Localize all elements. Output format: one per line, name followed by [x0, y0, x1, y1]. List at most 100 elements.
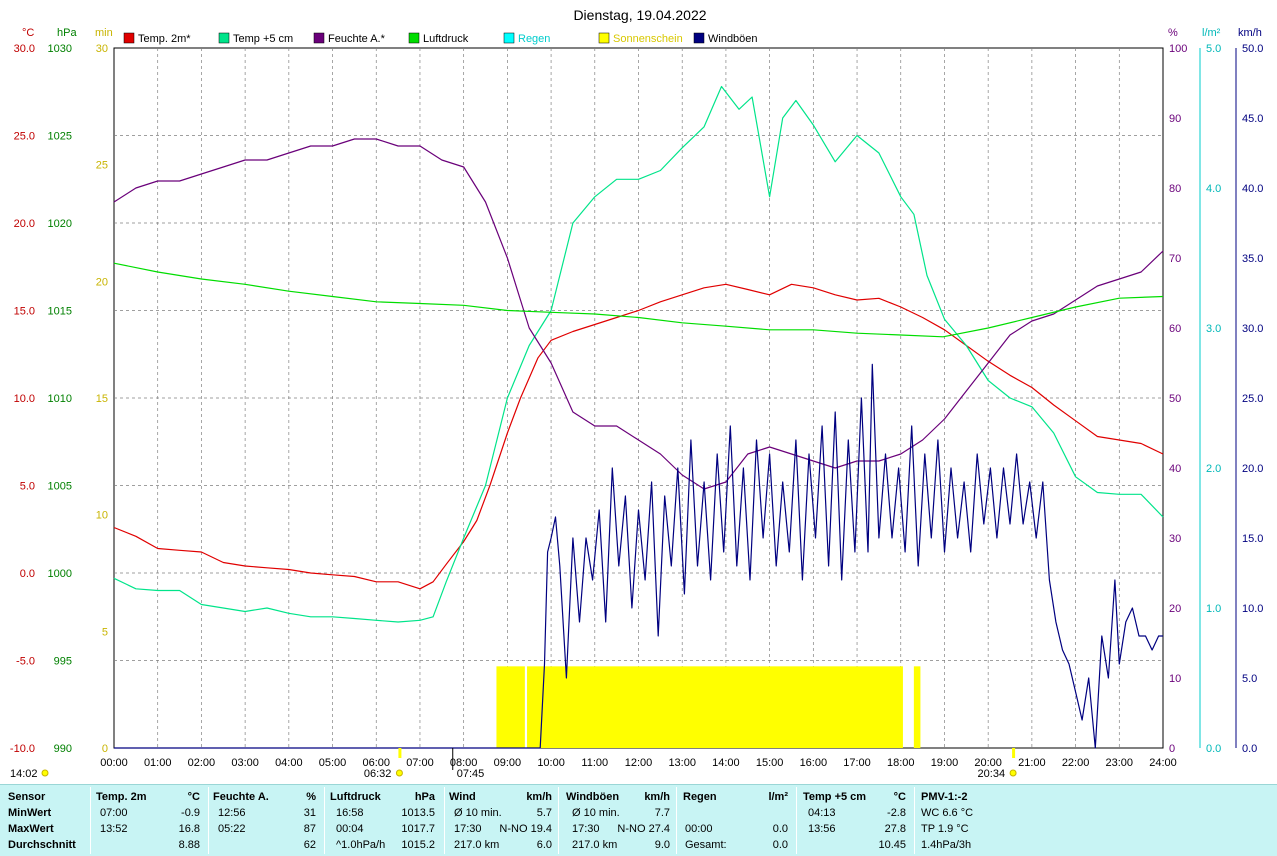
- x-tick-label: 09:00: [494, 757, 522, 769]
- axis-tick-rain: 1.0: [1206, 603, 1221, 615]
- axis-tick-sun: 0: [102, 743, 108, 755]
- axis-tick-humidity: 80: [1169, 183, 1181, 195]
- row-label: MaxWert: [8, 823, 54, 835]
- rain-label: 00:00: [685, 823, 713, 835]
- axis-tick-pressure: 1010: [48, 393, 72, 405]
- axis-tick-rain: 3.0: [1206, 323, 1221, 335]
- label-sunset: 20:34: [978, 768, 1006, 780]
- x-tick-label: 04:00: [275, 757, 303, 769]
- marker-bar: [1012, 748, 1016, 758]
- legend-swatch-temp2m: [123, 32, 135, 44]
- header-pressure-unit: hPa: [414, 791, 435, 803]
- x-tick-label: 10:00: [537, 757, 565, 769]
- temp2m-value: 8.88: [178, 839, 200, 851]
- label-time-now: 14:02: [10, 768, 38, 780]
- wind-label: 17:30: [454, 823, 482, 835]
- x-tick-label: 07:00: [406, 757, 434, 769]
- axis-tick-wind: 10.0: [1242, 603, 1263, 615]
- axis-tick-temp: -5.0: [16, 656, 35, 668]
- axis-tick-sun: 25: [96, 160, 108, 172]
- pressure-value: 1015.2: [401, 839, 435, 851]
- axis-tick-wind: 20.0: [1242, 463, 1263, 475]
- rain-label: Gesamt:: [685, 839, 727, 851]
- axis-tick-wind: 45.0: [1242, 113, 1263, 125]
- axis-tick-rain: 2.0: [1206, 463, 1221, 475]
- header-rain-unit: l/m²: [768, 791, 788, 803]
- axis-tick-humidity: 0: [1169, 743, 1175, 755]
- chart-legend: Temp. 2m* Temp +5 cm Feuchte A.* Luftdruck R…: [123, 32, 758, 45]
- x-tick-label: 08:00: [450, 757, 478, 769]
- legend-swatch-humidity: [313, 32, 325, 44]
- axis-tick-humidity: 40: [1169, 463, 1181, 475]
- pressure-value: 1013.5: [401, 807, 435, 819]
- x-tick-label: 13:00: [668, 757, 696, 769]
- axis-tick-temp: 0.0: [20, 568, 35, 580]
- sunshine-bars: [496, 666, 921, 748]
- x-tick-label: 23:00: [1106, 757, 1134, 769]
- axis-tick-wind: 25.0: [1242, 393, 1263, 405]
- x-tick-label: 18:00: [887, 757, 915, 769]
- axis-tick-humidity: 10: [1169, 673, 1181, 685]
- axis-tick-sun: 20: [96, 276, 108, 288]
- column-separator: [558, 787, 559, 854]
- sun-icon: [395, 769, 403, 777]
- x-tick-label: 05:00: [319, 757, 347, 769]
- marker-bar: [398, 748, 402, 758]
- axis-unit-sun: min: [95, 27, 113, 39]
- legend-label-temp2m: Temp. 2m*: [138, 33, 191, 45]
- axis-tick-sun: 10: [96, 510, 108, 522]
- header-temp2m: Temp. 2m: [96, 791, 147, 803]
- header-gusts: Windböen: [566, 791, 620, 803]
- legend-label-rain: Regen: [518, 33, 550, 45]
- column-separator: [796, 787, 797, 854]
- legend-label-humidity: Feuchte A.*: [328, 33, 386, 45]
- series-line-temp5cm: [113, 85, 1164, 623]
- wind-value: 6.0: [536, 839, 552, 851]
- axis-tick-sun: 30: [96, 43, 108, 55]
- axis-tick-pressure: 1020: [48, 218, 72, 230]
- axis-tick-wind: 0.0: [1242, 743, 1257, 755]
- header-gusts-unit: km/h: [644, 791, 670, 803]
- header-temp2m-unit: °C: [187, 791, 200, 803]
- x-tick-label: 01:00: [144, 757, 172, 769]
- axis-tick-wind: 5.0: [1242, 673, 1257, 685]
- rain-value: 0.0: [772, 839, 788, 851]
- temp2m-time: 07:00: [100, 807, 128, 819]
- axis-tick-sun: 5: [102, 626, 108, 638]
- header-rain: Regen: [683, 791, 717, 803]
- sun-icon: [1009, 769, 1017, 777]
- gusts-label: Ø 10 min.: [572, 807, 620, 819]
- axis-tick-temp: 15.0: [14, 306, 35, 318]
- header-humidity-unit: %: [306, 791, 316, 803]
- axis-tick-rain: 4.0: [1206, 183, 1221, 195]
- chart-series: [113, 85, 1164, 749]
- x-tick-label: 02:00: [188, 757, 216, 769]
- column-separator: [444, 787, 445, 854]
- legend-label-temp5cm: Temp +5 cm: [233, 33, 293, 45]
- sunshine-bar: [527, 666, 903, 748]
- x-tick-label: 22:00: [1062, 757, 1090, 769]
- pressure-time: 00:04: [336, 823, 364, 835]
- series-line-humidity: [113, 138, 1164, 490]
- humidity-value: 62: [303, 839, 316, 851]
- axis-unit-temp: °C: [22, 27, 34, 39]
- x-tick-label: 03:00: [231, 757, 259, 769]
- rain-value: 0.0: [772, 823, 788, 835]
- legend-label-pressure: Luftdruck: [423, 33, 469, 45]
- wind-label: Ø 10 min.: [454, 807, 502, 819]
- axis-tick-wind: 15.0: [1242, 533, 1263, 545]
- axis-tick-rain: 0.0: [1206, 743, 1221, 755]
- row-label: Durchschnitt: [8, 839, 76, 851]
- axis-tick-temp: 10.0: [14, 393, 35, 405]
- temp2m-time: 13:52: [100, 823, 128, 835]
- series-line-temp2m: [113, 283, 1164, 590]
- x-tick-label: 14:00: [712, 757, 740, 769]
- sunshine-bar: [496, 666, 525, 748]
- temp5cm-time: 13:56: [808, 823, 836, 835]
- pmv-value: WC 6.6 °C: [921, 807, 974, 819]
- axis-tick-humidity: 90: [1169, 113, 1181, 125]
- x-tick-label: 19:00: [931, 757, 959, 769]
- axis-tick-pressure: 1025: [48, 131, 72, 143]
- header-wind: Wind: [449, 791, 476, 803]
- axis-tick-temp: 5.0: [20, 481, 35, 493]
